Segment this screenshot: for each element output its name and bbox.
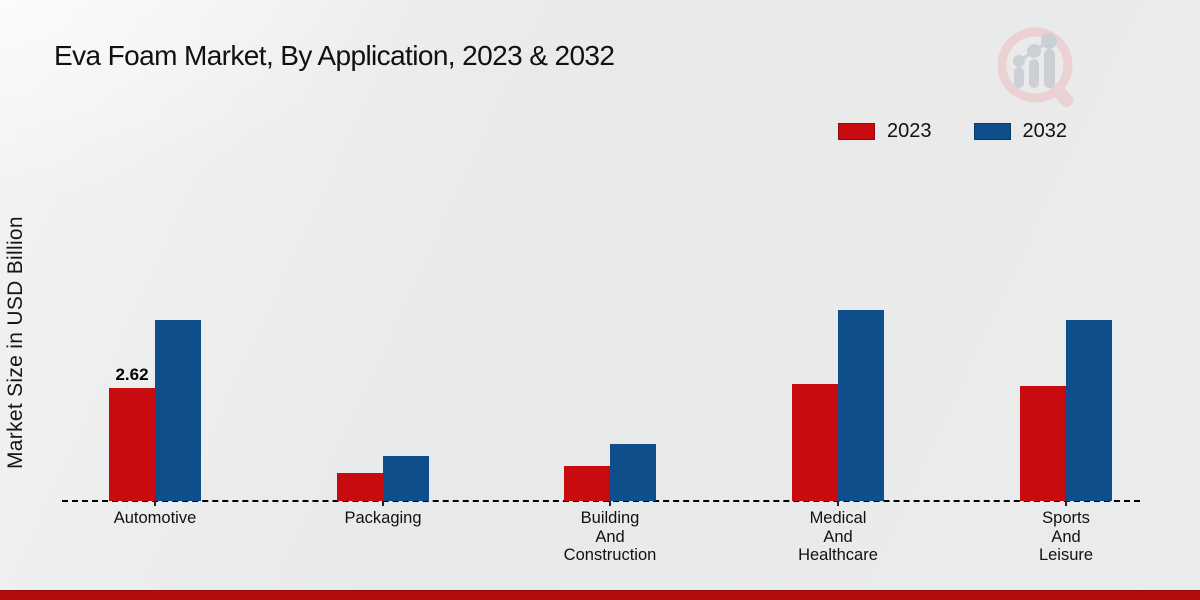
x-axis-tick-sports-and-leisure bbox=[1065, 501, 1067, 506]
legend-swatch-2032 bbox=[973, 123, 1011, 140]
bar-2032-building-and-construction bbox=[610, 444, 656, 501]
bar-2032-packaging bbox=[383, 456, 429, 501]
bar-2032-sports-and-leisure bbox=[1066, 320, 1112, 501]
legend-item-2023: 2023 bbox=[838, 120, 932, 143]
category-label-medical-and-healthcare: Medical And Healthcare bbox=[798, 509, 878, 564]
category-label-automotive: Automotive bbox=[113, 509, 197, 527]
chart-title: Eva Foam Market, By Application, 2023 & … bbox=[54, 40, 615, 71]
x-axis-tick-automotive bbox=[154, 501, 156, 506]
category-label-sports-and-leisure: Sports And Leisure bbox=[1038, 509, 1094, 564]
x-axis-line bbox=[62, 500, 1140, 502]
magnifier-chart-logo-icon bbox=[997, 27, 1074, 108]
bar-2023-building-and-construction bbox=[564, 466, 610, 501]
data-label-2023-automotive: 2.62 bbox=[115, 364, 149, 384]
category-label-building-and-construction: Building And Construction bbox=[563, 509, 657, 564]
bar-2023-medical-and-healthcare bbox=[792, 384, 838, 501]
legend-item-2032: 2032 bbox=[973, 120, 1068, 143]
legend-swatch-2023 bbox=[838, 123, 875, 140]
category-label-packaging: Packaging bbox=[344, 509, 422, 527]
footer-accent-bar bbox=[0, 590, 1200, 600]
legend: 2023 2032 bbox=[838, 120, 1067, 143]
brand-logo bbox=[988, 25, 1088, 110]
bar-2023-sports-and-leisure bbox=[1020, 386, 1066, 501]
x-axis-tick-medical-and-healthcare bbox=[837, 501, 839, 506]
bar-2023-packaging bbox=[337, 473, 383, 501]
x-axis-tick-building-and-construction bbox=[609, 501, 611, 506]
bar-2032-medical-and-healthcare bbox=[838, 310, 884, 501]
legend-label-2023: 2023 bbox=[887, 120, 932, 142]
x-axis-tick-packaging bbox=[382, 501, 384, 506]
bar-2023-automotive bbox=[109, 388, 155, 501]
legend-label-2032: 2032 bbox=[1022, 120, 1068, 142]
bar-2032-automotive bbox=[155, 320, 201, 501]
